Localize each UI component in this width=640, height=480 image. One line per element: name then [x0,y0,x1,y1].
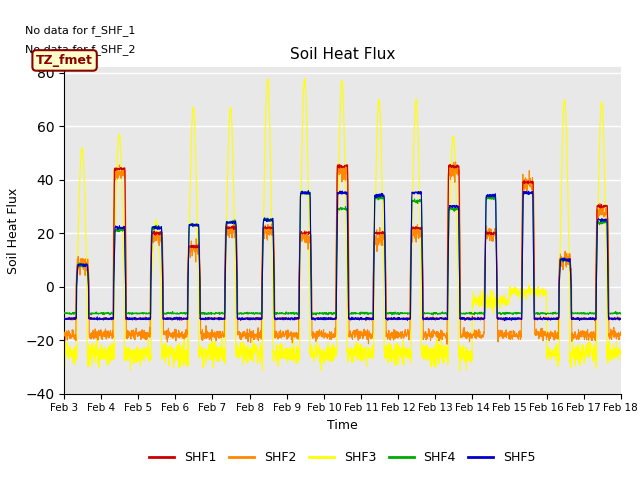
SHF1 [568,315,575,321]
Legend: SHF1, SHF2, SHF3, SHF4, SHF5: SHF1, SHF2, SHF3, SHF4, SHF5 [144,446,541,469]
SHF1 [371,230,378,236]
SHF1 [504,316,512,322]
SHF2 [504,330,512,336]
Text: No data for f_SHF_1: No data for f_SHF_1 [25,25,136,36]
SHF3 [584,350,591,356]
Title: Soil Heat Flux: Soil Heat Flux [290,47,395,62]
SHF2 [568,338,575,344]
SHF1 [446,162,454,168]
SHF5 [215,315,223,321]
SHF1 [215,317,223,323]
Line: SHF1: SHF1 [64,165,621,320]
SHF5 [504,316,512,322]
SHF4 [371,194,379,200]
SHF3 [456,368,463,373]
SHF4 [617,311,625,317]
Text: TZ_fmet: TZ_fmet [36,54,93,67]
SHF1 [583,316,591,322]
Line: SHF4: SHF4 [64,191,621,315]
Text: No data for f_SHF_2: No data for f_SHF_2 [25,44,136,55]
SHF2 [215,333,223,338]
SHF3 [301,75,308,81]
SHF2 [584,333,591,338]
SHF1 [358,317,366,323]
SHF5 [305,188,312,193]
Line: SHF2: SHF2 [64,162,621,344]
SHF3 [358,347,366,353]
SHF2 [452,159,460,165]
SHF5 [584,316,591,322]
SHF3 [617,351,625,357]
SHF5 [60,316,68,322]
SHF2 [371,236,378,241]
SHF5 [371,199,378,205]
SHF5 [358,316,366,322]
SHF4 [215,309,223,315]
SHF5 [501,318,509,324]
SHF4 [584,311,591,317]
SHF2 [617,329,625,335]
SHF3 [504,301,512,307]
SHF3 [568,351,575,357]
SHF3 [215,347,223,353]
SHF4 [299,188,307,194]
X-axis label: Time: Time [327,419,358,432]
SHF3 [60,353,68,359]
SHF4 [359,309,367,315]
Line: SHF5: SHF5 [64,191,621,321]
Line: SHF3: SHF3 [64,78,621,371]
SHF1 [617,316,625,322]
SHF4 [568,310,575,316]
SHF4 [312,312,320,318]
SHF1 [591,317,598,323]
SHF4 [60,310,68,316]
SHF3 [371,245,378,251]
SHF2 [444,341,451,347]
SHF1 [60,315,68,321]
SHF4 [504,310,512,316]
SHF2 [358,333,366,339]
SHF5 [568,316,575,322]
SHF5 [617,316,625,322]
SHF2 [60,329,68,335]
Y-axis label: Soil Heat Flux: Soil Heat Flux [6,187,20,274]
